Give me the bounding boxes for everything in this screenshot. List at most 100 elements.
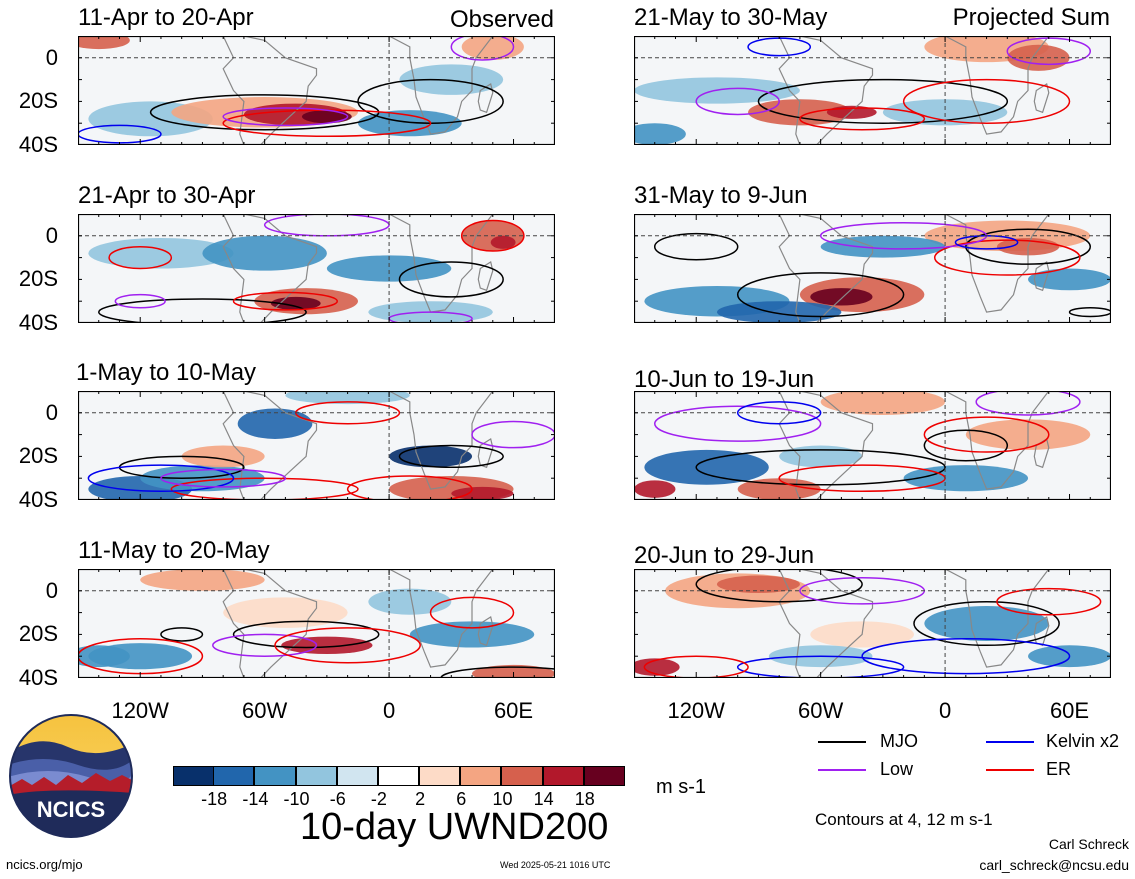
coastline-2 (913, 214, 1050, 313)
units-label: m s-1 (656, 776, 706, 798)
anomaly-shading-8 (716, 301, 842, 323)
legend-line-mjo (818, 741, 866, 743)
anomaly-shading-2 (223, 597, 348, 628)
anomaly-shading-3 (820, 391, 946, 415)
panel-title-4: 11-May to 20-May (78, 537, 270, 564)
colorbar-segment (173, 766, 215, 786)
y-tick-label: 40S (18, 132, 58, 157)
wave-contour-4 (695, 87, 780, 116)
x-tick-label: 60E (493, 698, 534, 723)
x-tick-label: 120W (111, 698, 169, 723)
legend-label-low: Low (880, 759, 914, 779)
y-tick-label: 0 (45, 222, 58, 248)
wave-contour-2 (923, 429, 1009, 462)
coastline-3 (477, 261, 494, 292)
colorbar-tick-label: 6 (456, 789, 467, 809)
coastline-2 (357, 214, 494, 313)
map-panel-4 (78, 569, 555, 678)
wave-contour-7 (996, 587, 1102, 616)
panel-title-6: 31-May to 9-Jun (634, 182, 808, 209)
anomaly-shading-7 (634, 123, 686, 145)
anomaly-shading-6 (820, 235, 946, 258)
anomaly-shading-5 (634, 480, 676, 498)
wave-contour-1 (695, 569, 863, 603)
map-svg-7 (634, 391, 1111, 500)
wave-contour-1 (232, 620, 380, 649)
author-name: Carl Schreck (1048, 836, 1129, 852)
legend-line-low (818, 769, 866, 771)
legend-line-kelvin (986, 741, 1034, 743)
wave-contour-2 (913, 600, 1060, 647)
wave-contour-5 (274, 627, 421, 664)
colorbar-segment (501, 766, 543, 786)
legend-label-er: ER (1046, 759, 1072, 779)
map-panel-8 (634, 569, 1111, 678)
author-email: carl_schreck@ncsu.edu (979, 857, 1129, 873)
y-tick-label: 40S (18, 487, 58, 512)
coastline-3 (477, 438, 494, 469)
anomaly-shading-1 (644, 449, 769, 485)
map-frame (634, 214, 1111, 323)
anomaly-shading-6 (451, 486, 514, 500)
map-svg-3 (78, 391, 555, 500)
chart-title: 10-day UWND200 (300, 806, 609, 848)
legend-label-kelvin: Kelvin x2 (1046, 731, 1120, 751)
x-tick-label: 60W (242, 698, 288, 723)
coastline-3 (1033, 616, 1050, 647)
map-panel-7 (634, 391, 1111, 500)
anomaly-shading-6 (882, 99, 1008, 126)
anomaly-shading-4 (389, 445, 473, 468)
colorbar-segment (336, 766, 378, 786)
coastline-2 (913, 36, 1050, 135)
anomaly-shading-7 (737, 478, 821, 500)
anomaly-shading-1 (748, 99, 852, 126)
map-svg-4 (78, 569, 555, 678)
x-tick-label: 120W (667, 698, 725, 723)
wave-contour-3 (653, 405, 822, 442)
colorbar-segment (254, 766, 296, 786)
map-svg-6 (634, 214, 1111, 323)
wave-contour-6 (975, 391, 1081, 416)
wave-contour-4 (450, 36, 515, 61)
y-tick-label: 0 (45, 577, 58, 603)
wave-contour-2 (653, 232, 739, 261)
anomaly-shading-5 (140, 569, 265, 591)
coastline-2 (357, 36, 494, 135)
wave-contour-6 (799, 107, 926, 131)
y-tick-label: 20S (18, 621, 58, 647)
wave-contour-4 (346, 475, 473, 500)
y-tick-label: 0 (45, 44, 58, 70)
wave-contour-1 (736, 272, 905, 318)
colorbar-segment (377, 766, 420, 786)
coastline-3 (1033, 83, 1050, 114)
y-tick-label: 20S (18, 266, 58, 292)
colorbar-segment (295, 766, 337, 786)
map-panel-3 (78, 391, 555, 500)
coastline-3 (1033, 261, 1050, 292)
coastline-2 (913, 569, 1050, 668)
anomaly-shading-7 (285, 391, 410, 405)
anomaly-shading-3 (810, 288, 873, 306)
map-frame (634, 36, 1111, 145)
wave-contour-8 (160, 468, 287, 488)
x-tick-label: 60E (1049, 698, 1090, 723)
wave-contour-3 (108, 245, 173, 270)
legend-line-er (986, 769, 1034, 771)
anomaly-shading-7 (78, 645, 130, 668)
contour-note: Contours at 4, 12 m s-1 (815, 810, 993, 829)
wave-contour-1 (695, 449, 946, 486)
y-tick-label: 0 (45, 399, 58, 425)
anomaly-shading-4 (924, 606, 1049, 641)
wave-contour-3 (160, 627, 204, 642)
legend-label-mjo: MJO (880, 731, 918, 751)
map-svg-2 (78, 214, 555, 323)
wave-contour-5 (460, 219, 525, 252)
site-link[interactable]: ncics.org/mjo (6, 857, 83, 872)
projected-label: Projected Sum (952, 4, 1110, 31)
map-frame (78, 569, 555, 678)
wave-contour-5 (222, 107, 349, 127)
map-frame (634, 569, 1111, 678)
map-frame (78, 36, 555, 145)
anomaly-shading-4 (1007, 44, 1070, 71)
coastline-2 (357, 391, 494, 490)
